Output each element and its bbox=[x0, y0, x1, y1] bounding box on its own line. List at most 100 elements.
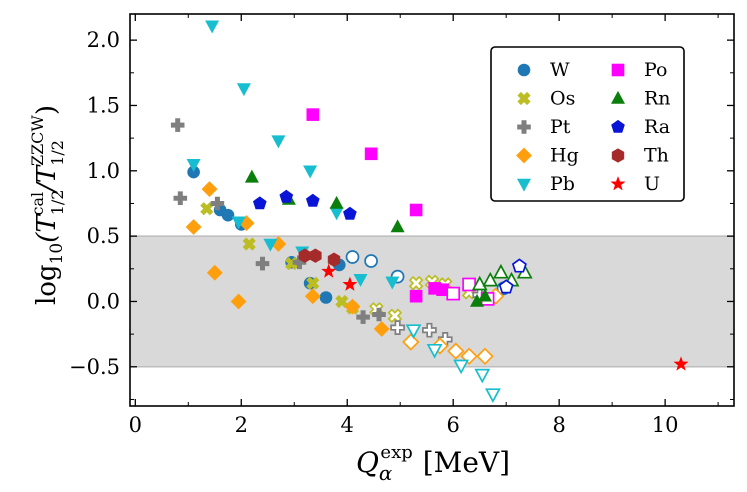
legend-marker-ra bbox=[611, 119, 625, 133]
x-tick-label-10: 10 bbox=[652, 413, 679, 437]
y-tick-label-3: 1.0 bbox=[87, 159, 120, 183]
point-os-open-4 bbox=[387, 308, 403, 324]
series-ra bbox=[252, 189, 527, 294]
axes-frame bbox=[129, 13, 735, 407]
legend-frame bbox=[490, 46, 685, 202]
point-pb-filled-2 bbox=[236, 83, 251, 97]
y-tick-label-1: 0.0 bbox=[87, 289, 120, 313]
point-os-open-0 bbox=[408, 275, 424, 291]
point-pt-open-1 bbox=[422, 322, 437, 338]
point-ra-open-0 bbox=[498, 279, 514, 294]
y-axis-label-fn: log bbox=[32, 264, 62, 305]
legend-entry-po: Po bbox=[611, 59, 667, 81]
point-rn-open-2 bbox=[492, 263, 509, 279]
y-tick-label-4: 1.5 bbox=[87, 93, 120, 117]
legend-label-rn: Rn bbox=[644, 88, 671, 110]
point-hg-filled-1 bbox=[201, 181, 218, 198]
point-pt-filled-6 bbox=[372, 307, 386, 322]
point-w-filled-6 bbox=[319, 291, 333, 304]
y-axis-label-fn-sub: 10 bbox=[47, 243, 67, 265]
point-pb-filled-0 bbox=[205, 20, 220, 34]
point-pt-filled-0 bbox=[170, 118, 185, 132]
point-u-filled-2 bbox=[673, 356, 689, 371]
point-rn-open-0 bbox=[471, 275, 488, 291]
y-axis-label-sub1: 1/2 bbox=[48, 190, 67, 216]
point-os-filled-3 bbox=[306, 276, 320, 290]
point-po-filled-0 bbox=[306, 108, 320, 121]
point-pt-filled-1 bbox=[173, 191, 188, 205]
x-tick-label-6: 6 bbox=[447, 413, 460, 437]
legend-marker-w bbox=[517, 63, 531, 77]
point-pb-open-2 bbox=[453, 359, 470, 375]
x-axis-label: Qαexp [MeV] bbox=[356, 442, 510, 485]
x-axis-label-sub: α bbox=[379, 461, 393, 485]
legend-marker-os bbox=[517, 91, 531, 106]
legend-entry-th: Th bbox=[611, 145, 669, 167]
legend-entry-u: U bbox=[610, 173, 660, 195]
legend-entry-pt: Pt bbox=[517, 116, 571, 138]
legend-entry-hg: Hg bbox=[516, 145, 579, 167]
point-w-open-0 bbox=[345, 250, 360, 264]
point-os-filled-1 bbox=[242, 237, 256, 251]
point-u-filled-1 bbox=[342, 276, 358, 291]
legend-label-ra: Ra bbox=[644, 116, 670, 138]
legend-marker-hg bbox=[516, 147, 532, 164]
point-pb-filled-3 bbox=[271, 135, 286, 149]
legend-marker-th bbox=[611, 148, 625, 163]
y-tick-labels: −0.5 0.0 0.5 1.0 1.5 2.0 bbox=[69, 28, 120, 379]
point-hg-open-0 bbox=[402, 333, 420, 351]
y-axis-label: log10(T1/2cal/T1/2ZZCW) bbox=[28, 105, 67, 305]
point-ra-filled-0 bbox=[252, 196, 267, 210]
series-u bbox=[321, 263, 689, 371]
legend-entry-rn: Rn bbox=[610, 88, 671, 110]
y-axis-label-sub2: 1/2 bbox=[48, 140, 67, 166]
series-hg bbox=[185, 181, 505, 366]
point-pt-filled-3 bbox=[255, 256, 270, 271]
legend-marker-u bbox=[610, 176, 626, 191]
legend-marker-rn bbox=[610, 90, 626, 104]
point-os-filled-4 bbox=[335, 294, 349, 309]
point-pt-filled-2 bbox=[210, 196, 225, 211]
point-pt-open-0 bbox=[390, 320, 405, 335]
legend-label-hg: Hg bbox=[550, 145, 579, 167]
y-axis-label-close: ) bbox=[32, 105, 62, 115]
point-th-filled-0 bbox=[298, 248, 311, 263]
legend: W Os Pt Hg Pb Po Rn Ra Th U bbox=[490, 46, 685, 202]
point-pt-filled-5 bbox=[356, 310, 370, 324]
point-hg-filled-7 bbox=[344, 298, 361, 315]
plot-frame bbox=[129, 13, 735, 407]
legend-label-pt: Pt bbox=[550, 116, 571, 138]
point-ra-filled-1 bbox=[279, 189, 294, 203]
series-th bbox=[298, 248, 341, 267]
point-hg-filled-8 bbox=[373, 320, 390, 337]
point-pb-open-4 bbox=[484, 388, 501, 403]
legend-label-w: W bbox=[550, 59, 570, 81]
point-rn-filled-5 bbox=[477, 288, 493, 302]
legend-marker-pt bbox=[517, 120, 531, 134]
point-hg-filled-3 bbox=[230, 293, 247, 310]
point-pb-open-0 bbox=[405, 324, 422, 339]
y-axis-label-sup2: ZZCW bbox=[28, 115, 47, 166]
point-ra-open-1 bbox=[511, 258, 527, 273]
point-po-filled-1 bbox=[364, 147, 378, 161]
point-po-filled-2 bbox=[409, 203, 423, 217]
legend-entries: W Os Pt Hg Pb Po Rn Ra Th U bbox=[516, 59, 671, 195]
legend-marker-pb bbox=[516, 178, 532, 192]
point-hg-filled-0 bbox=[185, 219, 202, 235]
point-rn-filled-0 bbox=[244, 169, 259, 183]
y-tick-label-2: 0.5 bbox=[87, 224, 120, 248]
point-pb-filled-5 bbox=[231, 216, 246, 230]
legend-entry-w: W bbox=[517, 59, 570, 81]
point-th-filled-2 bbox=[327, 252, 341, 267]
point-pb-filled-9 bbox=[353, 273, 368, 287]
point-rn-filled-2 bbox=[329, 195, 344, 209]
points-layer bbox=[170, 20, 689, 403]
x-axis-label-sup: exp bbox=[380, 442, 412, 463]
point-rn-open-1 bbox=[482, 271, 499, 287]
x-axis-label-main: Q bbox=[356, 446, 379, 479]
point-po-open-0 bbox=[446, 286, 461, 301]
y-tick-label-5: 2.0 bbox=[87, 28, 120, 52]
x-tick-labels: 0 2 4 6 8 10 bbox=[129, 413, 679, 437]
point-rn-filled-3 bbox=[390, 219, 405, 233]
